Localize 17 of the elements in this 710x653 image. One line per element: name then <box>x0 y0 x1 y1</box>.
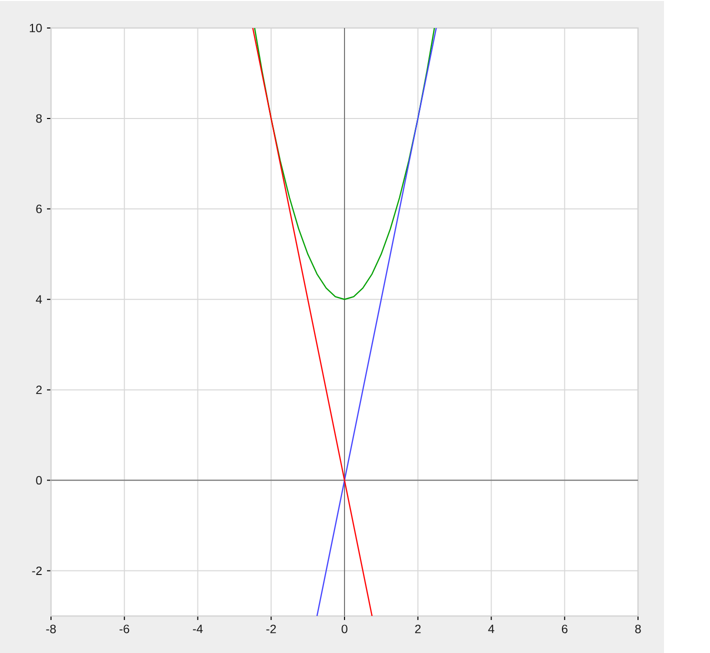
x-tick-label: -4 <box>192 624 203 633</box>
x-tick-label: 4 <box>488 624 494 633</box>
line-series <box>254 28 435 300</box>
y-tick-label: 0 <box>36 476 42 485</box>
y-tick-label: -2 <box>32 566 42 575</box>
x-tick-label: -2 <box>266 624 276 634</box>
y-tick-label: 8 <box>36 114 42 123</box>
y-tick-label: 6 <box>36 204 42 214</box>
x-tick-label: 6 <box>562 624 568 634</box>
y-tick-label: 10 <box>30 24 42 32</box>
x-tick-label: -8 <box>46 624 56 634</box>
x-tick-label: -6 <box>120 624 130 634</box>
y-tick-label: 2 <box>36 386 42 394</box>
x-tick-label: 8 <box>635 624 641 634</box>
x-tick-label: 0 <box>342 624 348 634</box>
x-tick-label: 2 <box>415 624 421 634</box>
y-tick-label: 4 <box>36 295 42 304</box>
